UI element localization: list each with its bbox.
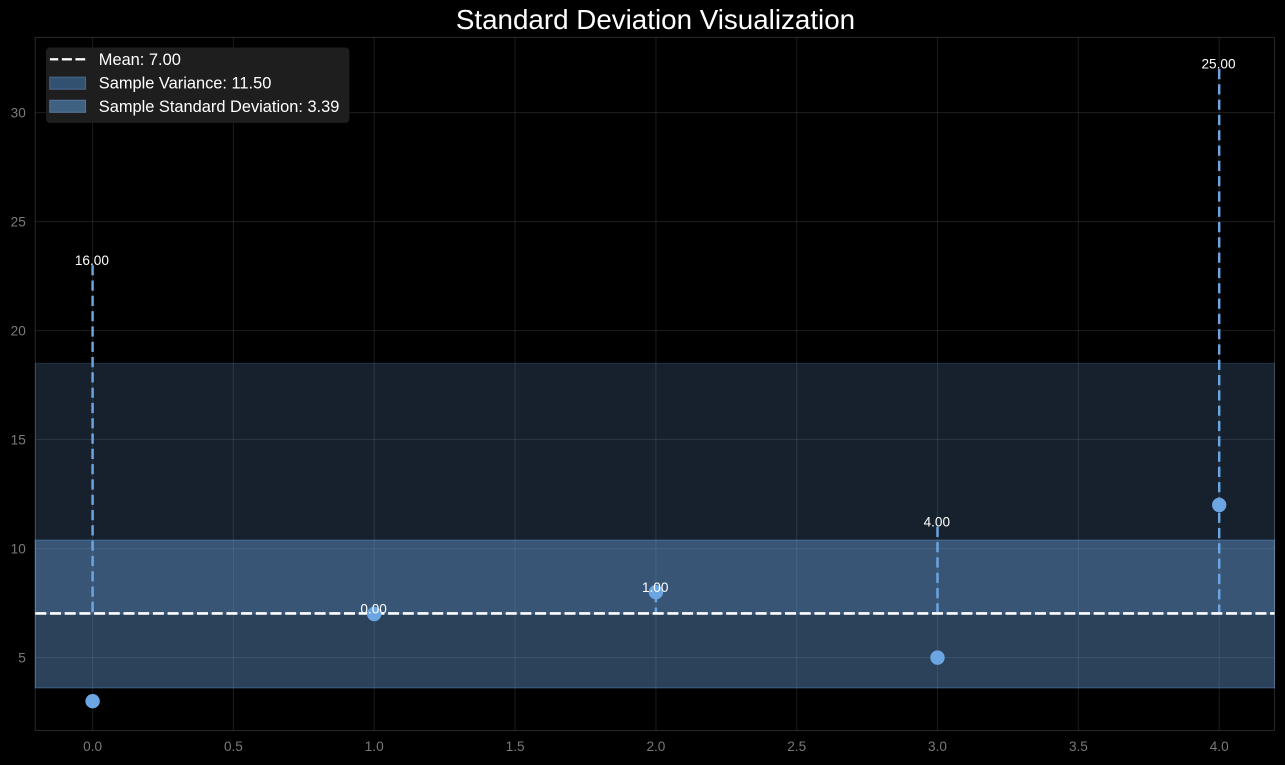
svg-text:25: 25 bbox=[11, 214, 26, 229]
svg-text:3.0: 3.0 bbox=[928, 739, 947, 754]
svg-text:2.5: 2.5 bbox=[787, 739, 806, 754]
svg-text:Standard Deviation Visualizati: Standard Deviation Visualization bbox=[456, 4, 855, 35]
svg-text:1.0: 1.0 bbox=[365, 739, 384, 754]
svg-text:4.0: 4.0 bbox=[1210, 739, 1229, 754]
svg-text:Sample Variance: 11.50: Sample Variance: 11.50 bbox=[99, 75, 272, 93]
svg-text:5: 5 bbox=[18, 650, 26, 665]
svg-text:2.0: 2.0 bbox=[646, 739, 665, 754]
svg-text:0.00: 0.00 bbox=[360, 602, 387, 617]
svg-text:20: 20 bbox=[11, 323, 27, 338]
svg-text:30: 30 bbox=[11, 105, 27, 120]
svg-text:4.00: 4.00 bbox=[924, 514, 951, 529]
svg-text:0.5: 0.5 bbox=[224, 739, 243, 754]
svg-text:Mean: 7.00: Mean: 7.00 bbox=[99, 51, 181, 69]
svg-text:1.5: 1.5 bbox=[506, 739, 525, 754]
svg-text:Sample Standard Deviation: 3.3: Sample Standard Deviation: 3.39 bbox=[99, 98, 340, 116]
svg-text:3.5: 3.5 bbox=[1069, 739, 1088, 754]
svg-text:25.00: 25.00 bbox=[1201, 57, 1235, 72]
svg-text:1.00: 1.00 bbox=[642, 580, 669, 595]
svg-text:0.0: 0.0 bbox=[83, 739, 102, 754]
svg-text:10: 10 bbox=[11, 541, 27, 556]
svg-text:16.00: 16.00 bbox=[75, 253, 109, 268]
svg-text:15: 15 bbox=[11, 432, 26, 447]
